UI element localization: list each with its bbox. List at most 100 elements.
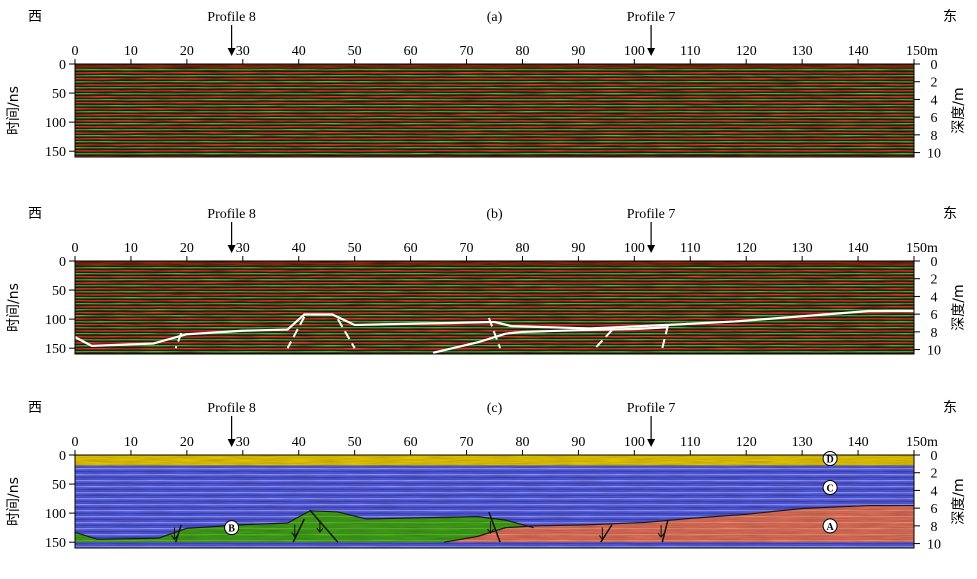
distance-tick-label: 80 bbox=[515, 241, 529, 256]
profile-arrowhead bbox=[227, 245, 236, 253]
depth-tick-label: 6 bbox=[931, 111, 938, 126]
west-label: 西 bbox=[28, 9, 42, 25]
distance-tick-label: 10 bbox=[124, 44, 138, 59]
depth-tick-label: 8 bbox=[931, 129, 938, 144]
unit-label: B bbox=[228, 524, 235, 535]
distance-tick-label: 150m bbox=[906, 44, 938, 59]
distance-tick-label: 150m bbox=[906, 435, 938, 450]
texture bbox=[75, 455, 914, 548]
profile-label: Profile 8 bbox=[207, 207, 256, 222]
unit-label-circle bbox=[224, 520, 240, 536]
profile-arrowhead bbox=[647, 245, 656, 253]
distance-tick-label: 60 bbox=[404, 44, 418, 59]
fault-arrow bbox=[598, 527, 606, 541]
time-tick-label: 0 bbox=[59, 449, 66, 464]
time-axis-label: 时间/ns bbox=[6, 477, 22, 526]
panel-label: (c) bbox=[487, 401, 503, 416]
horizon-lower bbox=[432, 326, 668, 354]
distance-tick-label: 0 bbox=[72, 241, 79, 256]
distance-tick-label: 100 bbox=[624, 435, 645, 450]
distance-tick-label: 150m bbox=[906, 241, 938, 256]
time-tick-label: 0 bbox=[59, 58, 66, 73]
fault-line bbox=[292, 518, 306, 543]
depth-tick-label: 0 bbox=[931, 255, 938, 270]
fault-line bbox=[661, 519, 669, 543]
depth-tick-label: 4 bbox=[931, 93, 938, 108]
fault-line bbox=[309, 509, 339, 543]
profile-label: Profile 7 bbox=[627, 207, 676, 222]
distance-tick-label: 80 bbox=[515, 44, 529, 59]
distance-tick-label: 100 bbox=[624, 44, 645, 59]
distance-tick-label: 90 bbox=[571, 44, 585, 59]
distance-tick-label: 30 bbox=[236, 435, 250, 450]
depth-tick-label: 6 bbox=[931, 502, 938, 517]
plot-frame bbox=[74, 454, 915, 549]
profile-arrowhead bbox=[647, 439, 656, 447]
distance-tick-label: 50 bbox=[348, 44, 362, 59]
depth-axis-label: 深度/m bbox=[951, 478, 967, 524]
horizon-upper bbox=[74, 309, 914, 347]
depth-tick-label: 4 bbox=[931, 484, 938, 499]
fault-line bbox=[594, 329, 613, 349]
time-tick-label: 100 bbox=[45, 116, 66, 131]
distance-tick-label: 50 bbox=[348, 435, 362, 450]
distance-tick-label: 70 bbox=[460, 435, 474, 450]
profile-label: Profile 7 bbox=[627, 10, 676, 25]
fault-line bbox=[337, 318, 356, 349]
profile-arrowhead bbox=[227, 439, 236, 447]
texture bbox=[75, 261, 914, 354]
plot-frame bbox=[74, 260, 915, 355]
east-label: 东 bbox=[943, 206, 957, 222]
distance-tick-label: 110 bbox=[680, 44, 700, 59]
distance-tick-label: 90 bbox=[571, 241, 585, 256]
distance-tick-label: 20 bbox=[180, 241, 194, 256]
distance-tick-label: 60 bbox=[404, 435, 418, 450]
time-tick-label: 150 bbox=[45, 536, 66, 551]
distance-tick-label: 70 bbox=[460, 241, 474, 256]
time-tick-label: 50 bbox=[52, 478, 66, 493]
depth-tick-label: 8 bbox=[931, 520, 938, 535]
profile-label: Profile 8 bbox=[207, 10, 256, 25]
unit-label: D bbox=[826, 454, 833, 465]
plot-frame bbox=[74, 63, 915, 158]
distance-tick-label: 0 bbox=[72, 435, 79, 450]
panel-label: (b) bbox=[486, 207, 503, 222]
distance-tick-label: 30 bbox=[236, 241, 250, 256]
time-tick-label: 150 bbox=[45, 342, 66, 357]
distance-tick-label: 140 bbox=[848, 44, 869, 59]
distance-tick-label: 80 bbox=[515, 435, 529, 450]
distance-tick-label: 130 bbox=[792, 44, 813, 59]
distance-tick-label: 20 bbox=[180, 435, 194, 450]
distance-tick-label: 0 bbox=[72, 44, 79, 59]
distance-tick-label: 40 bbox=[292, 435, 306, 450]
east-label: 东 bbox=[943, 9, 957, 25]
fault-arrow bbox=[487, 521, 494, 534]
fault-line bbox=[661, 325, 669, 349]
fault-line bbox=[286, 316, 306, 349]
distance-tick-label: 50 bbox=[348, 241, 362, 256]
distance-tick-label: 120 bbox=[736, 241, 757, 256]
depth-axis-label: 深度/m bbox=[951, 284, 967, 330]
depth-tick-label: 10 bbox=[927, 147, 941, 162]
depth-axis-label: 深度/m bbox=[951, 87, 967, 133]
distance-tick-label: 120 bbox=[736, 44, 757, 59]
unit-label: C bbox=[826, 484, 833, 495]
profile-arrowhead bbox=[227, 48, 236, 56]
time-tick-label: 150 bbox=[45, 145, 66, 160]
unit-label: A bbox=[826, 522, 834, 533]
profile-label: Profile 8 bbox=[207, 401, 256, 416]
distance-tick-label: 90 bbox=[571, 435, 585, 450]
fault-arrow bbox=[316, 520, 324, 534]
time-axis-label: 时间/ns bbox=[6, 283, 22, 332]
distance-tick-label: 20 bbox=[180, 44, 194, 59]
distance-tick-label: 130 bbox=[792, 435, 813, 450]
depth-tick-label: 0 bbox=[931, 449, 938, 464]
texture bbox=[75, 64, 914, 157]
distance-tick-label: 140 bbox=[848, 241, 869, 256]
depth-tick-label: 6 bbox=[931, 308, 938, 323]
profile-arrowhead bbox=[647, 48, 656, 56]
distance-tick-label: 110 bbox=[680, 241, 700, 256]
distance-tick-label: 120 bbox=[736, 435, 757, 450]
fault-line bbox=[174, 332, 183, 349]
